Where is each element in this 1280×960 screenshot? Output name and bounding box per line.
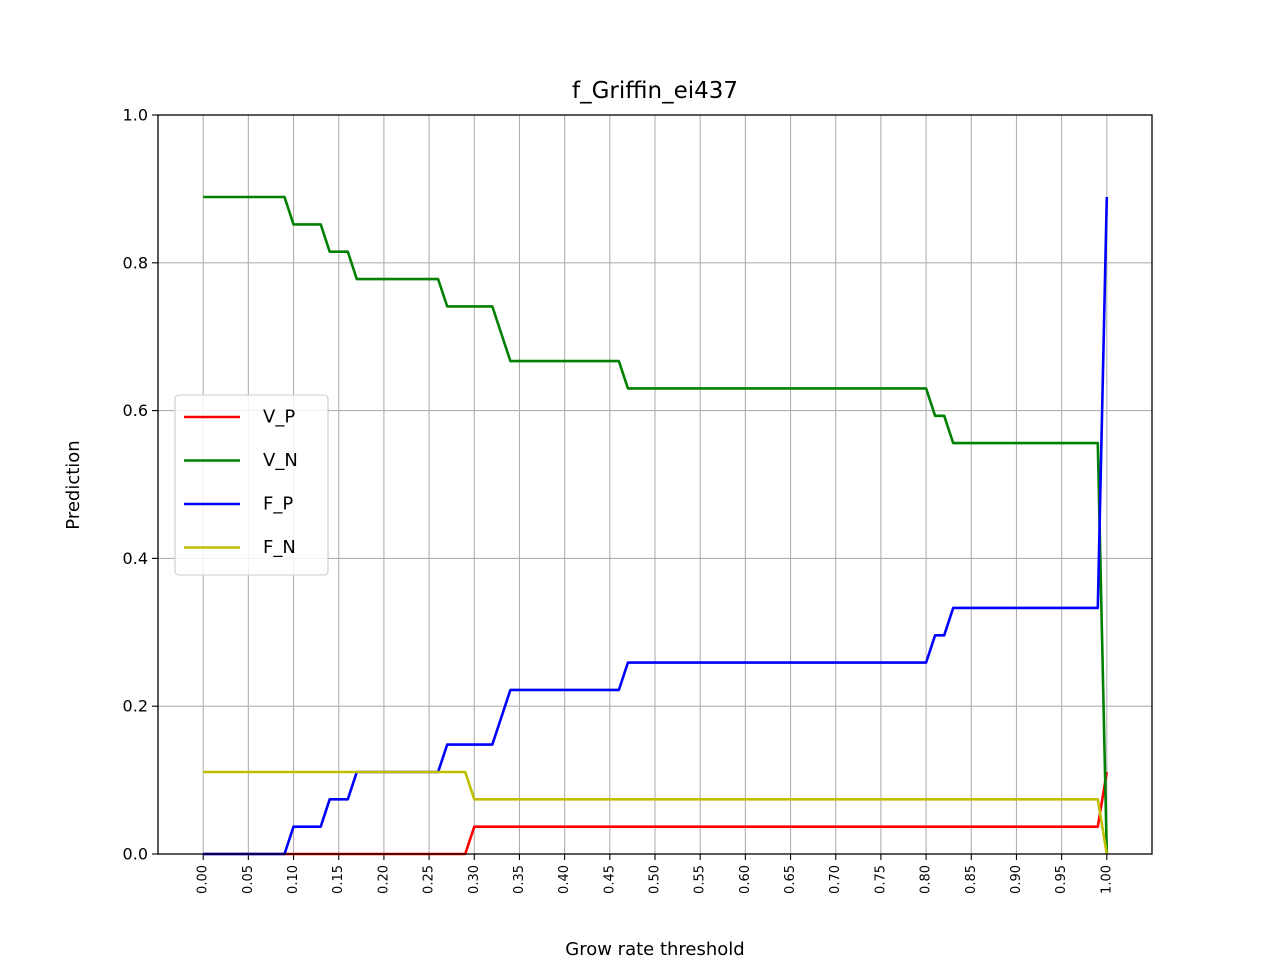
x-tick-label: 0.05 [241, 865, 256, 894]
x-tick-label: 0.50 [648, 865, 663, 894]
y-axis-label: Prediction [63, 440, 84, 529]
y-tick-label: 0.2 [123, 697, 148, 716]
series-line-f-n [203, 770, 1109, 855]
x-tick-label: 0.10 [286, 865, 301, 894]
x-tick-label: 0.30 [467, 865, 482, 894]
y-tick-label: 1.0 [123, 106, 148, 125]
y-tick-label: 0.4 [123, 549, 148, 568]
chart-title: f_Griffin_ei437 [572, 78, 738, 104]
legend: V_P V_N F_P F_N [174, 394, 329, 576]
plot-frame [157, 114, 1153, 855]
x-tick-label: 0.65 [783, 865, 798, 894]
x-tick-label: 0.45 [602, 865, 617, 894]
x-tick-label: 0.55 [693, 865, 708, 894]
x-tick-label: 0.85 [964, 865, 979, 894]
x-tick-label: 0.20 [376, 865, 391, 894]
x-tick-label: 0.80 [919, 865, 934, 894]
x-tick-label: 0.95 [1054, 865, 1069, 894]
x-tick-label: 0.25 [422, 865, 437, 894]
y-axis-ticks: 0.0 0.2 0.4 0.6 0.8 1.0 [123, 106, 158, 864]
x-tick-label: 1.00 [1099, 865, 1114, 894]
x-tick-label: 0.00 [196, 865, 211, 894]
legend-box [174, 394, 329, 576]
x-tick-label: 0.15 [331, 865, 346, 894]
x-tick-label: 0.60 [738, 865, 753, 894]
x-tick-label: 0.70 [828, 865, 843, 894]
y-tick-label: 0.8 [123, 253, 148, 272]
x-tick-label: 0.75 [873, 865, 888, 894]
x-tick-label: 0.40 [557, 865, 572, 894]
y-tick-label: 0.0 [123, 845, 148, 864]
legend-label: F_N [263, 537, 296, 558]
series-line-f-p [203, 196, 1109, 856]
legend-label: F_P [263, 494, 293, 515]
legend-label: V_N [263, 450, 298, 471]
x-tick-label: 0.90 [1009, 865, 1024, 894]
x-tick-label: 0.35 [512, 865, 527, 894]
x-axis-ticks: 0.00 0.05 0.10 0.15 0.20 0.25 0.30 0.35 0.40 0.45… [196, 854, 1114, 894]
series-line-v-n [203, 195, 1109, 855]
x-axis-label: Grow rate threshold [565, 939, 744, 960]
legend-label: V_P [263, 407, 295, 428]
y-tick-label: 0.6 [123, 401, 148, 420]
